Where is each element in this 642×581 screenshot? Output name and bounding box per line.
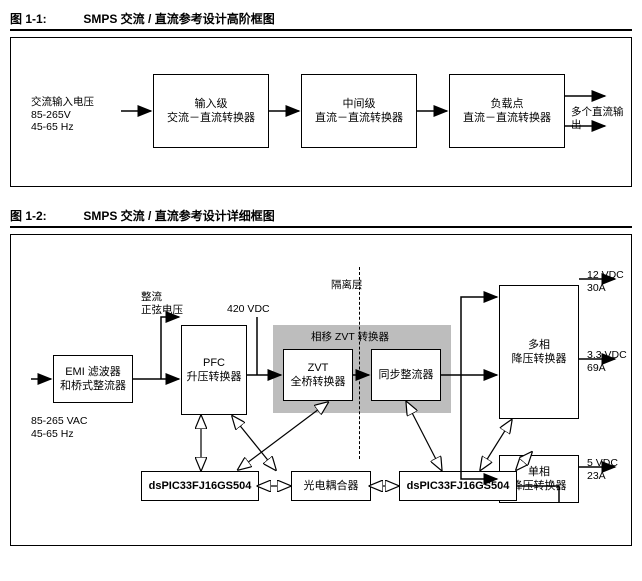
fig2-isolation-line [359, 267, 360, 459]
fig2-label-out-5v: 5 VDC23A [587, 457, 618, 482]
fig2-box-opto: 光电耦合器 [291, 471, 371, 501]
fig2-label-out-12v: 12 VDC30A [587, 269, 624, 294]
fig2-label-rect: 整流正弦电压 [141, 291, 183, 316]
fig2-box-pfc: PFC升压转换器 [181, 325, 247, 415]
fig2-title: 图 1-2: SMPS 交流 / 直流参考设计详细框图 [10, 207, 632, 228]
fig1-box-mid-stage: 中间级直流－直流转换器 [301, 74, 417, 148]
fig2-label-out-3v3: 3.3 VDC69A [587, 349, 627, 374]
fig2-number: 图 1-2: [10, 207, 80, 224]
fig2-box-multi: 多相降压转换器 [499, 285, 579, 419]
fig1-title: 图 1-1: SMPS 交流 / 直流参考设计高阶框图 [10, 10, 632, 31]
fig2-frame: EMI 滤波器和桥式整流器 PFC升压转换器 ZVT全桥转换器 同步整流器 多相… [10, 234, 632, 546]
fig2-label-isolation: 隔离层 [331, 279, 363, 292]
fig2-label-420v: 420 VDC [227, 303, 270, 316]
fig1-frame: 交流输入电压85-265V45-65 Hz 输入级交流－直流转换器 中间级直流－… [10, 37, 632, 187]
fig2-box-emi: EMI 滤波器和桥式整流器 [53, 355, 133, 403]
fig1-output-label: 多个直流输出 [571, 106, 631, 131]
fig2-title-text: SMPS 交流 / 直流参考设计详细框图 [83, 209, 274, 223]
fig2-box-dspic1: dsPIC33FJ16GS504 [141, 471, 259, 501]
fig1-box-input-stage: 输入级交流－直流转换器 [153, 74, 269, 148]
fig2-box-sync: 同步整流器 [371, 349, 441, 401]
fig2-box-zvt: ZVT全桥转换器 [283, 349, 353, 401]
fig1-input-label: 交流输入电压85-265V45-65 Hz [31, 96, 94, 134]
fig2-label-zvt-title: 相移 ZVT 转换器 [311, 331, 389, 344]
fig1-number: 图 1-1: [10, 10, 80, 27]
fig2-box-dspic2: dsPIC33FJ16GS504 [399, 471, 517, 501]
fig2-label-input: 85-265 VAC45-65 Hz [31, 415, 87, 440]
fig1-title-text: SMPS 交流 / 直流参考设计高阶框图 [83, 12, 274, 26]
fig1-box-load-stage: 负载点直流－直流转换器 [449, 74, 565, 148]
